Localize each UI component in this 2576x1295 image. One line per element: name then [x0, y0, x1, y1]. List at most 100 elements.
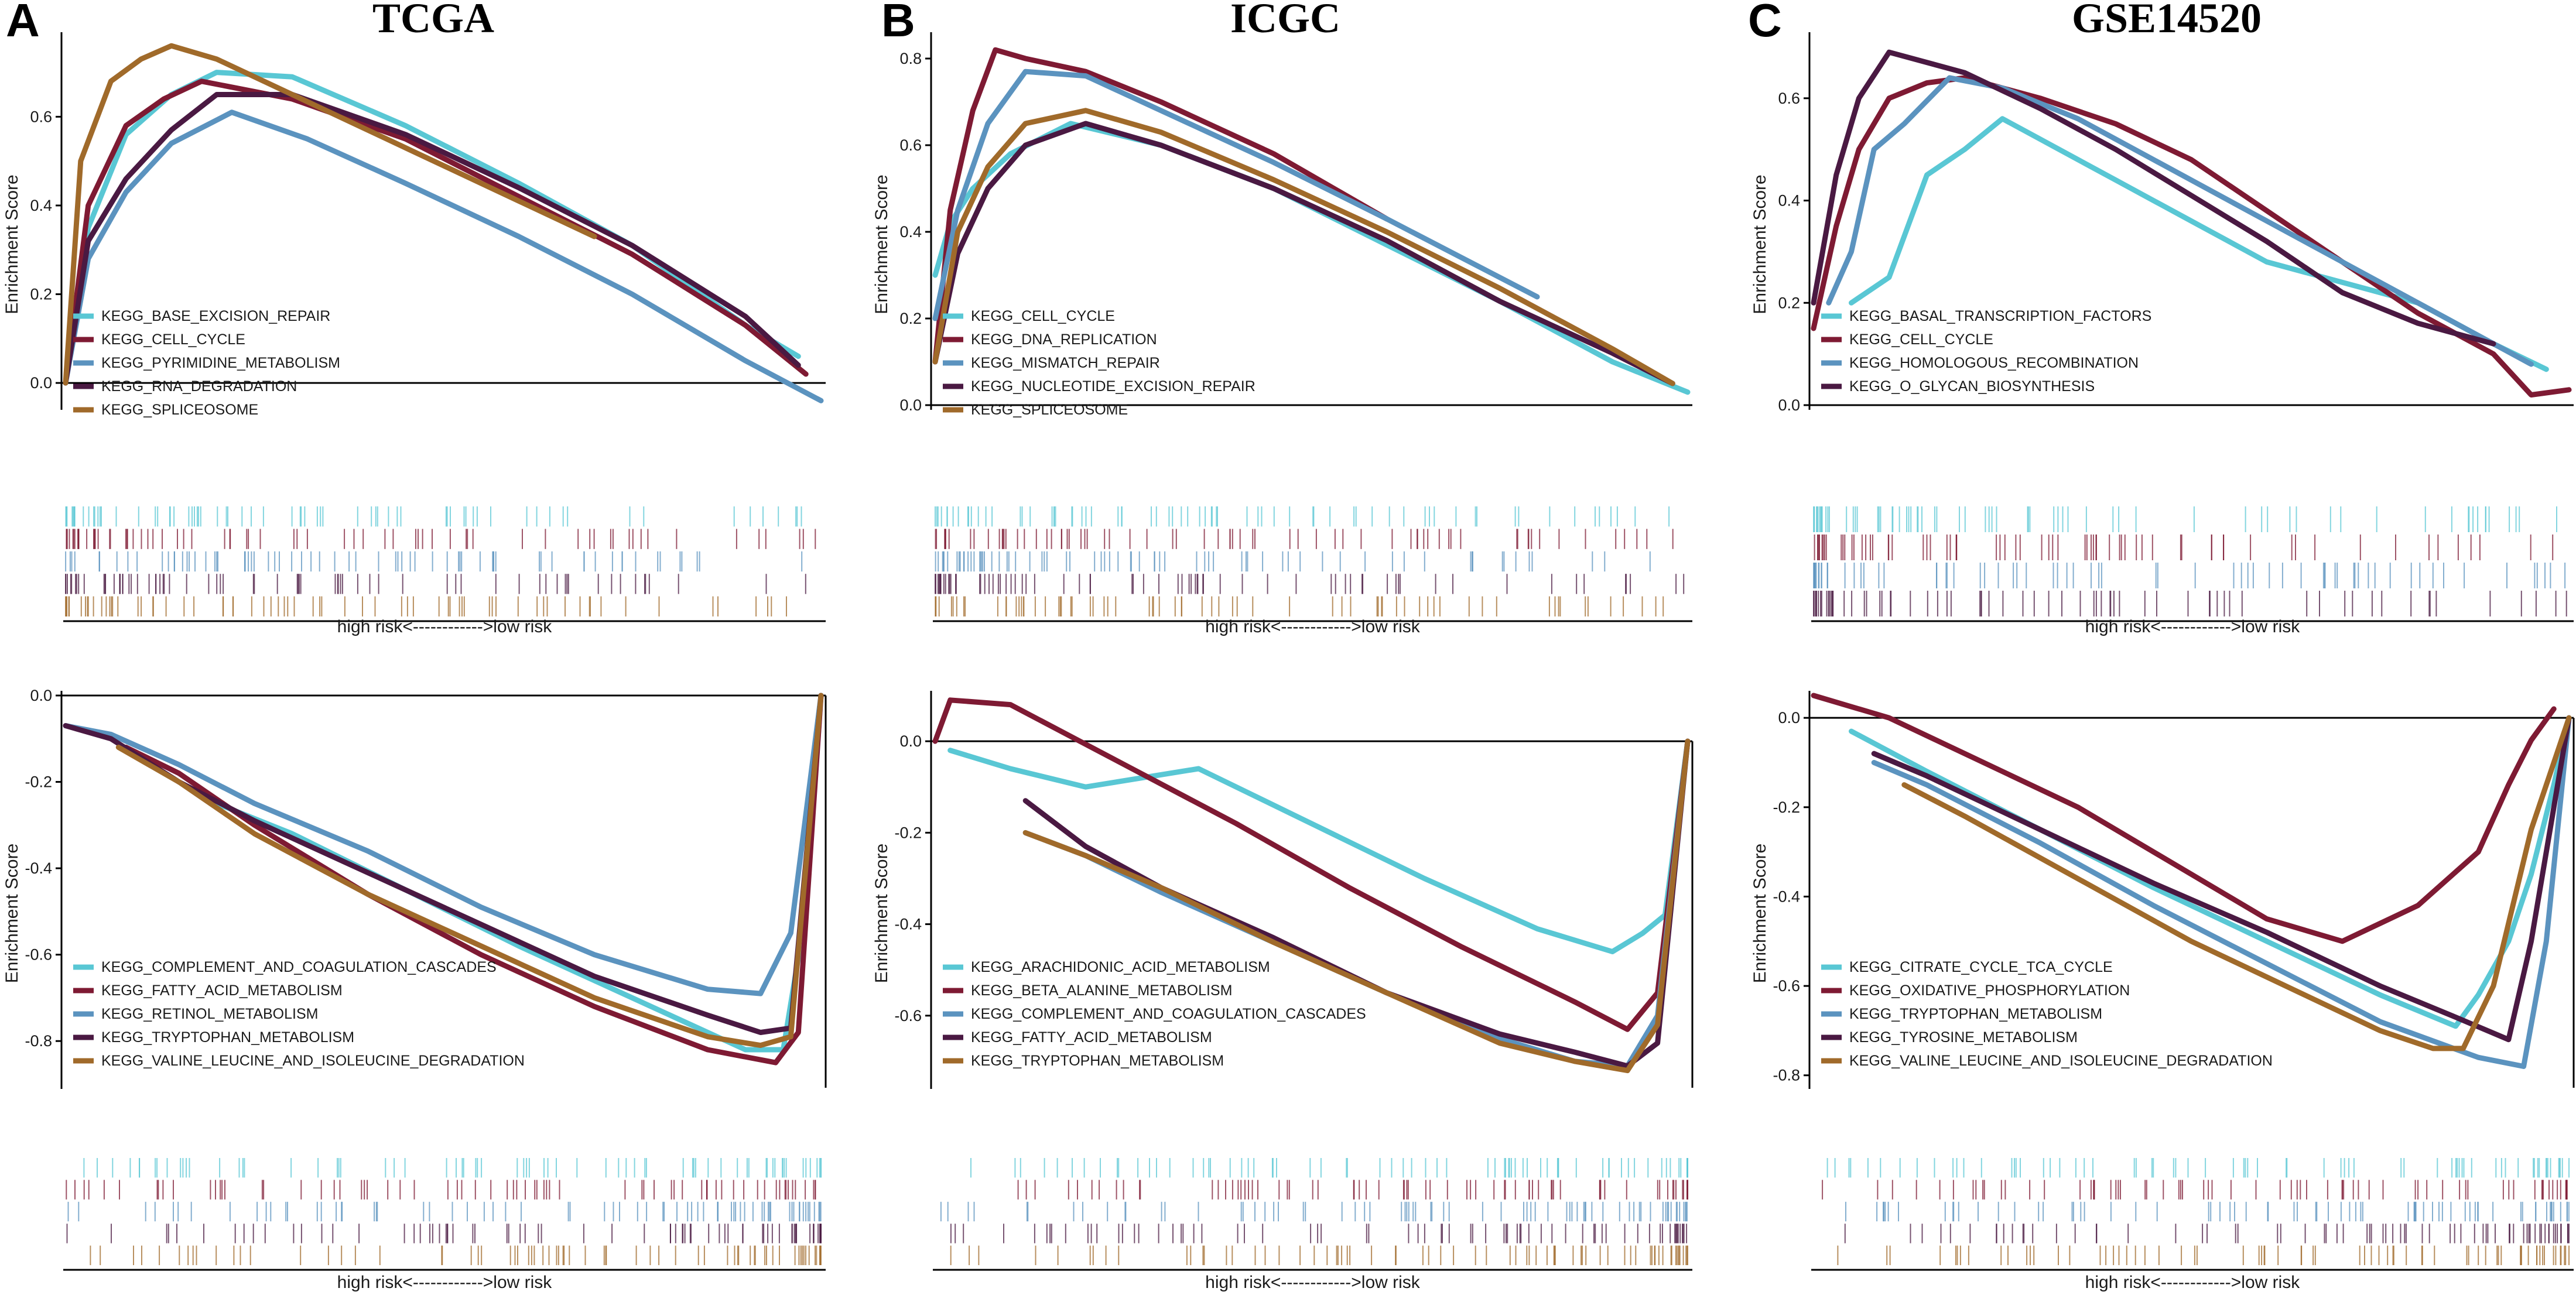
panel-c-bottom-ytick-label: -0.2: [1773, 799, 1800, 816]
panel-b-top-hit-strips: [935, 506, 1685, 616]
panel-a-bottom-ylabel: Enrichment Score: [2, 844, 22, 983]
panel-b-bottom-line-kegg-arachidonic-acid-metabolism: [947, 738, 1691, 954]
panel-a-bottom-legend-label: KEGG_TRYPTOPHAN_METABOLISM: [101, 1029, 354, 1046]
panel-b-top-ytick-label: 0.8: [899, 50, 922, 67]
panel-a-top-chart: 0.0 0.2 0.4 0.6 Enrichment Score KEGG_BASE_EX…: [2, 32, 826, 636]
panel-c-top-ylabel: Enrichment Score: [1750, 174, 1770, 314]
panel-b-bottom-risk-label: high risk<------------>low risk: [1205, 1273, 1421, 1292]
panel-b-top-legend-label: KEGG_DNA_REPLICATION: [971, 331, 1157, 348]
panel-a-bottom-ytick-label: -0.4: [25, 859, 52, 877]
panel-a-bottom-legend-label: KEGG_VALINE_LEUCINE_AND_ISOLEUCINE_DEGRA…: [101, 1053, 525, 1069]
panel-a-top-legend-label: KEGG_RNA_DEGRADATION: [101, 378, 297, 395]
panel-a-bottom-ytick-label: -0.8: [25, 1032, 52, 1050]
panel-a-bottom-legend-label: KEGG_RETINOL_METABOLISM: [101, 1006, 318, 1022]
panel-b-top-ytick-label: 0.4: [899, 223, 922, 241]
panel-c-bottom-hit-strips: [1822, 1158, 2570, 1265]
panel-b-top-line-kegg-spliceosome: [932, 108, 1675, 386]
panel-c-bottom-ylabel: Enrichment Score: [1750, 844, 1770, 983]
panel-c-bottom-line-kegg-citrate-cycle-tca-cycle: [1849, 715, 2572, 1029]
panel-a-bottom-ytick-label: -0.6: [25, 946, 52, 964]
panel-b-bottom-line-kegg-beta-alanine-metabolism: [932, 697, 1691, 1032]
panel-b-bottom-ytick-label: -0.4: [894, 916, 922, 933]
panel-b-top-line-kegg-cell-cycle: [932, 121, 1691, 395]
panel-a-top-line-kegg-cell-cycle: [63, 78, 809, 386]
panel-c-bottom-line-kegg-tryptophan-metabolism: [1871, 715, 2572, 1069]
panel-c-top-line-kegg-o-glycan-biosynthesis: [1811, 49, 2496, 347]
panel-a-top-ytick-label: 0.2: [30, 286, 52, 303]
panel-c-top-ytick-label: 0.0: [1778, 396, 1800, 414]
panel-a-top-ytick-label: 0.4: [30, 197, 52, 214]
panel-letter-b: B: [881, 0, 915, 46]
panel-a-top-hit-strips: [65, 506, 816, 616]
panel-a-top-legend-label: KEGG_SPLICEOSOME: [101, 402, 258, 418]
panel-b-top-legend: KEGG_CELL_CYCLE KEGG_DNA_REPLICATION KEGG_…: [943, 308, 1255, 418]
panel-b-bottom-ytick-label: 0.0: [899, 732, 922, 750]
panel-b-top-ytick-label: 0.0: [899, 396, 922, 414]
panel-b-bottom-line-kegg-tryptophan-metabolism: [1022, 738, 1691, 1074]
panel-c-top-legend-label: KEGG_HOMOLOGOUS_RECOMBINATION: [1849, 355, 2139, 371]
panel-a-bottom-legend-label: KEGG_FATTY_ACID_METABOLISM: [101, 982, 343, 999]
panel-letter-c: C: [1748, 0, 1782, 46]
panel-b-top-line-kegg-dna-replication: [932, 47, 1390, 365]
panel-c-bottom-chart: 0.0 -0.2 -0.4 -0.6 -0.8 Enrichment Score KEGG_…: [1750, 691, 2575, 1292]
panel-c-bottom-line-kegg-tyrosine-metabolism: [1871, 715, 2572, 1043]
panel-b-bottom-ytick-label: -0.6: [894, 1007, 922, 1025]
panel-a-top-legend-label: KEGG_CELL_CYCLE: [101, 331, 245, 348]
panel-c-bottom-legend-label: KEGG_CITRATE_CYCLE_TCA_CYCLE: [1849, 959, 2113, 975]
panel-c-top-hit-strips: [1813, 506, 2567, 616]
panel-a-top-ytick-label: 0.6: [30, 108, 52, 125]
panel-a-top-ytick-label: 0.0: [30, 374, 52, 392]
panel-b-top-ytick-label: 0.2: [899, 310, 922, 327]
panel-b-bottom-legend-label: KEGG_BETA_ALANINE_METABOLISM: [971, 982, 1232, 999]
panel-c-top-ytick-label: 0.4: [1778, 192, 1800, 210]
panel-a-top-line-kegg-spliceosome: [63, 43, 597, 386]
panel-c-bottom-line-kegg-valine-leucine-and-isoleucine-degradation: [1901, 715, 2572, 1051]
panel-c-bottom-legend-label: KEGG_VALINE_LEUCINE_AND_ISOLEUCINE_DEGRA…: [1849, 1053, 2273, 1069]
panel-c-bottom-legend-label: KEGG_TRYPTOPHAN_METABOLISM: [1849, 1006, 2102, 1022]
panel-b-top-legend-label: KEGG_SPLICEOSOME: [971, 402, 1128, 418]
panel-b-top-ytick-label: 0.6: [899, 136, 922, 154]
panel-b-bottom-legend-label: KEGG_TRYPTOPHAN_METABOLISM: [971, 1053, 1224, 1069]
panel-a-bottom-line-kegg-retinol-metabolism: [63, 693, 824, 996]
panel-letter-a: A: [6, 0, 40, 46]
panel-title-icgc: ICGC: [1230, 0, 1340, 42]
plot-area: 0.0 0.2 0.4 0.6 Enrichment Score KEGG_BASE_EX…: [2, 32, 2575, 1292]
panel-a-bottom-legend-label: KEGG_COMPLEMENT_AND_COAGULATION_CASCADES: [101, 959, 497, 975]
panel-a-top-line-kegg-pyrimidine-metabolism: [63, 109, 824, 403]
panel-a-bottom-ytick-label: 0.0: [30, 687, 52, 704]
panel-b-bottom-hit-strips: [940, 1158, 1688, 1265]
panel-a-bottom-legend: KEGG_COMPLEMENT_AND_COAGULATION_CASCADES…: [73, 959, 525, 1069]
panel-b-top-risk-label: high risk<------------>low risk: [1205, 617, 1421, 636]
panel-c-top-ytick-label: 0.2: [1778, 294, 1800, 311]
panel-c-bottom-legend: KEGG_CITRATE_CYCLE_TCA_CYCLE KEGG_OXIDATI…: [1821, 959, 2273, 1069]
panel-b-bottom-legend-label: KEGG_FATTY_ACID_METABOLISM: [971, 1029, 1212, 1046]
panel-c-top-ytick-label: 0.6: [1778, 90, 1800, 107]
panel-c-bottom-ytick-label: -0.8: [1773, 1067, 1800, 1084]
panel-b-top-chart: 0.0 0.2 0.4 0.6 0.8 Enrichment Score KEGG_CELL…: [872, 32, 1692, 636]
panel-c-top-line-kegg-homologous-recombination: [1826, 75, 2534, 367]
panel-b-bottom-line-kegg-fatty-acid-metabolism: [1022, 738, 1691, 1069]
panel-b-top-ylabel: Enrichment Score: [872, 174, 891, 314]
panel-a-bottom-ytick-label: -0.2: [25, 773, 52, 791]
panel-c-bottom-risk-label: high risk<------------>low risk: [2085, 1273, 2301, 1292]
panel-c-bottom-ytick-label: -0.6: [1773, 977, 1800, 995]
panel-b-bottom-chart: 0.0 -0.2 -0.4 -0.6 Enrichment Score KEGG_ARAC…: [872, 691, 1694, 1292]
panel-b-top-legend-label: KEGG_NUCLEOTIDE_EXCISION_REPAIR: [971, 378, 1255, 395]
panel-a-bottom-hit-strips: [66, 1158, 822, 1265]
panel-a-top-risk-label: high risk<------------>low risk: [337, 617, 553, 636]
panel-b-bottom-ytick-label: -0.2: [894, 824, 922, 841]
panel-c-top-legend: KEGG_BASAL_TRANSCRIPTION_FACTORS KEGG_CEL…: [1821, 308, 2151, 395]
panel-a-bottom-risk-label: high risk<------------>low risk: [337, 1273, 553, 1292]
panel-c-bottom-legend-label: KEGG_TYROSINE_METABOLISM: [1849, 1029, 2078, 1046]
panel-b-bottom-legend-label: KEGG_ARACHIDONIC_ACID_METABOLISM: [971, 959, 1270, 975]
panel-a-bottom-chart: 0.0 -0.2 -0.4 -0.6 -0.8 Enrichment Score KEGG_…: [2, 687, 827, 1292]
panel-b-bottom-ylabel: Enrichment Score: [872, 844, 891, 983]
panel-a-bottom-line-kegg-valine-leucine-and-isoleucine-degradation: [115, 693, 824, 1049]
panel-c-top-chart: 0.0 0.2 0.4 0.6 Enrichment Score KEGG_BASAL_T…: [1750, 32, 2574, 636]
panel-c-top-legend-label: KEGG_CELL_CYCLE: [1849, 331, 1993, 348]
panel-b-top-line-kegg-mismatch-repair: [932, 68, 1540, 321]
panel-c-bottom-ytick-label: -0.4: [1773, 888, 1800, 905]
panel-title-tcga: TCGA: [372, 0, 494, 42]
panel-a-top-legend: KEGG_BASE_EXCISION_REPAIR KEGG_CELL_CYCLE…: [73, 308, 340, 418]
